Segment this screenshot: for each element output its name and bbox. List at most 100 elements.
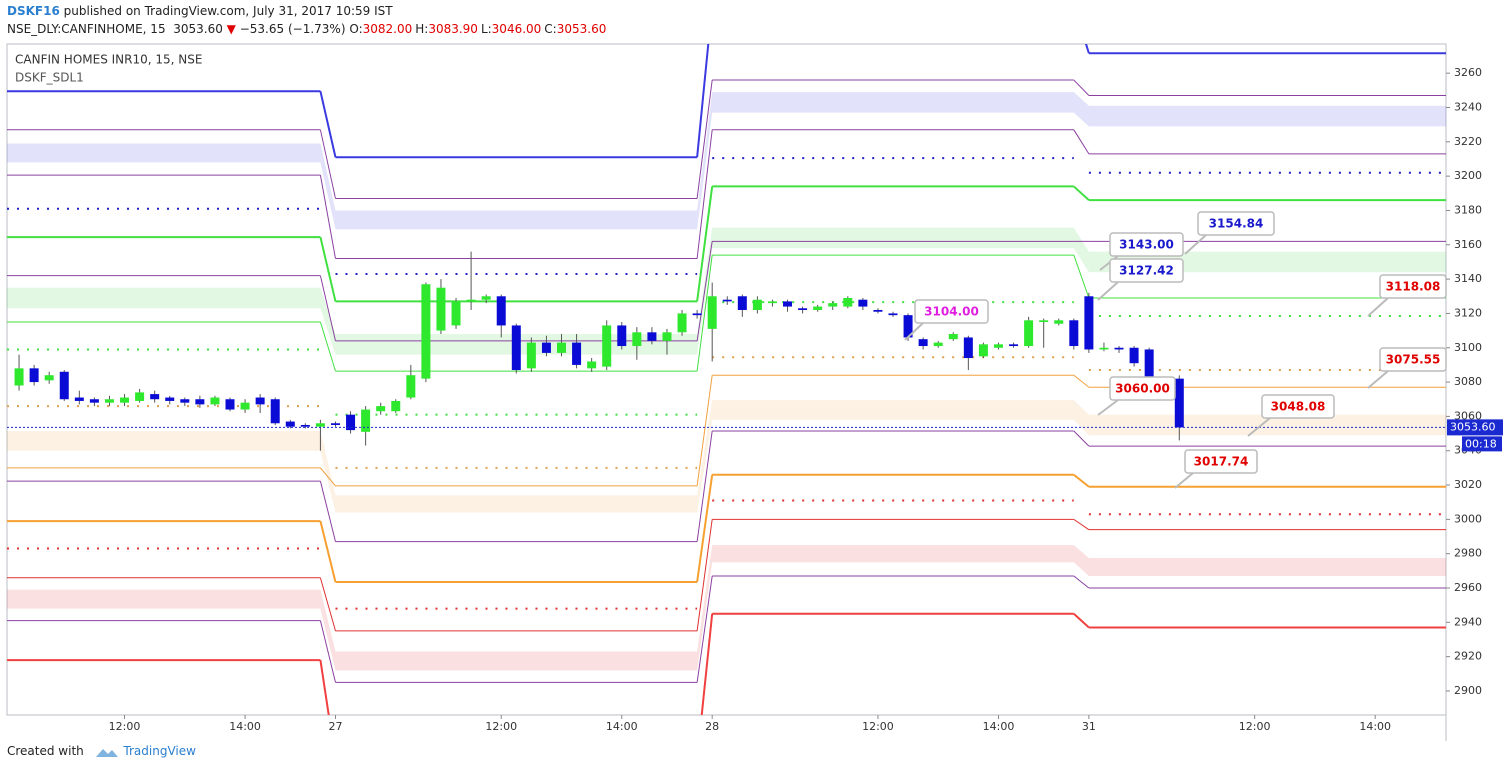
header-line-2: NSE_DLY:CANFINHOME, 15 3053.60 ▼ −53.65 …: [7, 22, 609, 36]
callout-pointer: [1367, 370, 1389, 389]
change: −53.65 (−1.73%): [239, 22, 346, 36]
x-tick-label: 12:00: [862, 720, 894, 733]
ohlc-value: 3046.00: [491, 22, 542, 36]
level-connector: [1073, 575, 1090, 589]
level-connector: [696, 186, 714, 302]
band-connector: [320, 287, 336, 355]
callout-box: [1261, 394, 1335, 419]
level-connector: [1073, 473, 1090, 488]
y-tick-label: 3000: [1454, 512, 1482, 525]
level-connector: [319, 275, 336, 342]
callout-label: 3075.55: [1386, 353, 1441, 367]
callout-pointer: [1174, 472, 1194, 489]
ohlc-value: 3083.90: [428, 22, 478, 36]
y-tick-label: 2980: [1454, 547, 1482, 560]
x-tick-label: 12:00: [1239, 720, 1271, 733]
candle-body: [1099, 347, 1109, 350]
y-tick-label: 3060: [1454, 409, 1482, 422]
candle-body: [135, 392, 145, 401]
level-connector: [696, 519, 713, 631]
y-tick-label: 3220: [1454, 135, 1482, 148]
level-connector: [1073, 430, 1090, 447]
candle-body: [466, 299, 476, 302]
level-connector: [1073, 518, 1090, 531]
callout-pointer: [904, 322, 924, 341]
callout-label: 3143.00: [1119, 238, 1174, 252]
callout-label: 3127.42: [1119, 264, 1174, 278]
level-connector: [319, 659, 330, 715]
y-tick-label: 3260: [1454, 66, 1482, 79]
published: published on TradingView.com, July 31, 2…: [63, 4, 393, 18]
candle-body: [587, 361, 597, 369]
level-connector: [1073, 613, 1090, 629]
candle-body: [843, 297, 853, 307]
callout-label: 3017.74: [1194, 455, 1249, 469]
x-tick-label: 14:00: [1359, 720, 1391, 733]
candle-body: [346, 414, 356, 431]
band: [335, 651, 698, 671]
level-connector: [700, 613, 714, 715]
callout-pointer: [1247, 417, 1271, 437]
candle-body: [783, 301, 793, 307]
callout-box: [1109, 232, 1184, 257]
band: [7, 287, 321, 309]
level-connector: [319, 90, 337, 158]
candle-body: [44, 375, 54, 381]
y-tick-label: 3180: [1454, 203, 1482, 216]
callout-label: 3104.00: [924, 305, 979, 319]
candle-body: [918, 339, 928, 347]
candle-body: [978, 344, 988, 357]
candle-body: [1069, 320, 1079, 347]
callout-box: [1109, 258, 1184, 283]
level-connector: [696, 129, 713, 259]
candle-body: [767, 301, 777, 304]
candle-body: [180, 399, 190, 403]
callout-pointer: [1097, 281, 1119, 301]
band-connector: [320, 143, 336, 230]
author[interactable]: DSKF16: [7, 4, 60, 18]
level-connector: [319, 175, 336, 259]
candle-body: [752, 299, 762, 310]
ohlc-key: H:: [415, 22, 429, 36]
chart-title: CANFIN HOMES INR10, 15, NSE: [15, 53, 202, 67]
candle-body: [828, 303, 838, 307]
y-tick-label: 2920: [1454, 650, 1482, 663]
candle-body: [707, 296, 717, 329]
level-connector: [1084, 44, 1090, 54]
y-tick-label: 2960: [1454, 581, 1482, 594]
ohlc-key: L:: [480, 22, 492, 36]
x-tick-label: 12:00: [109, 720, 141, 733]
candle-body: [59, 371, 69, 400]
footer: Created with TradingView: [7, 744, 196, 759]
x-tick-label: 28: [705, 720, 719, 733]
level-connector: [320, 467, 336, 487]
level-connector: [696, 241, 713, 341]
band: [7, 143, 321, 163]
band: [7, 589, 321, 609]
candle-body: [195, 399, 205, 405]
x-tick-label: 27: [328, 720, 342, 733]
candle-body: [29, 368, 39, 383]
candle-body: [1039, 320, 1049, 323]
candle-body: [722, 299, 732, 302]
candle-body: [255, 397, 265, 405]
band-connector: [320, 430, 336, 513]
candle-body: [1054, 320, 1064, 324]
ohlc-value: 3082.00: [362, 22, 413, 36]
candle-body: [858, 299, 868, 307]
candle-body: [813, 306, 823, 310]
y-tick-label: 3240: [1454, 100, 1482, 113]
band: [712, 92, 1074, 113]
candle-body: [1024, 320, 1034, 347]
level-connector: [319, 236, 337, 302]
candle-body: [74, 397, 84, 401]
candle-body: [602, 325, 612, 367]
callout-box: [1379, 274, 1447, 299]
candle-body: [933, 342, 943, 347]
candle-body: [526, 342, 536, 369]
chart-subtitle: DSKF_SDL1: [15, 71, 84, 85]
x-tick-label: 14:00: [983, 720, 1015, 733]
brand[interactable]: TradingView: [123, 744, 196, 758]
level-connector: [696, 79, 713, 199]
